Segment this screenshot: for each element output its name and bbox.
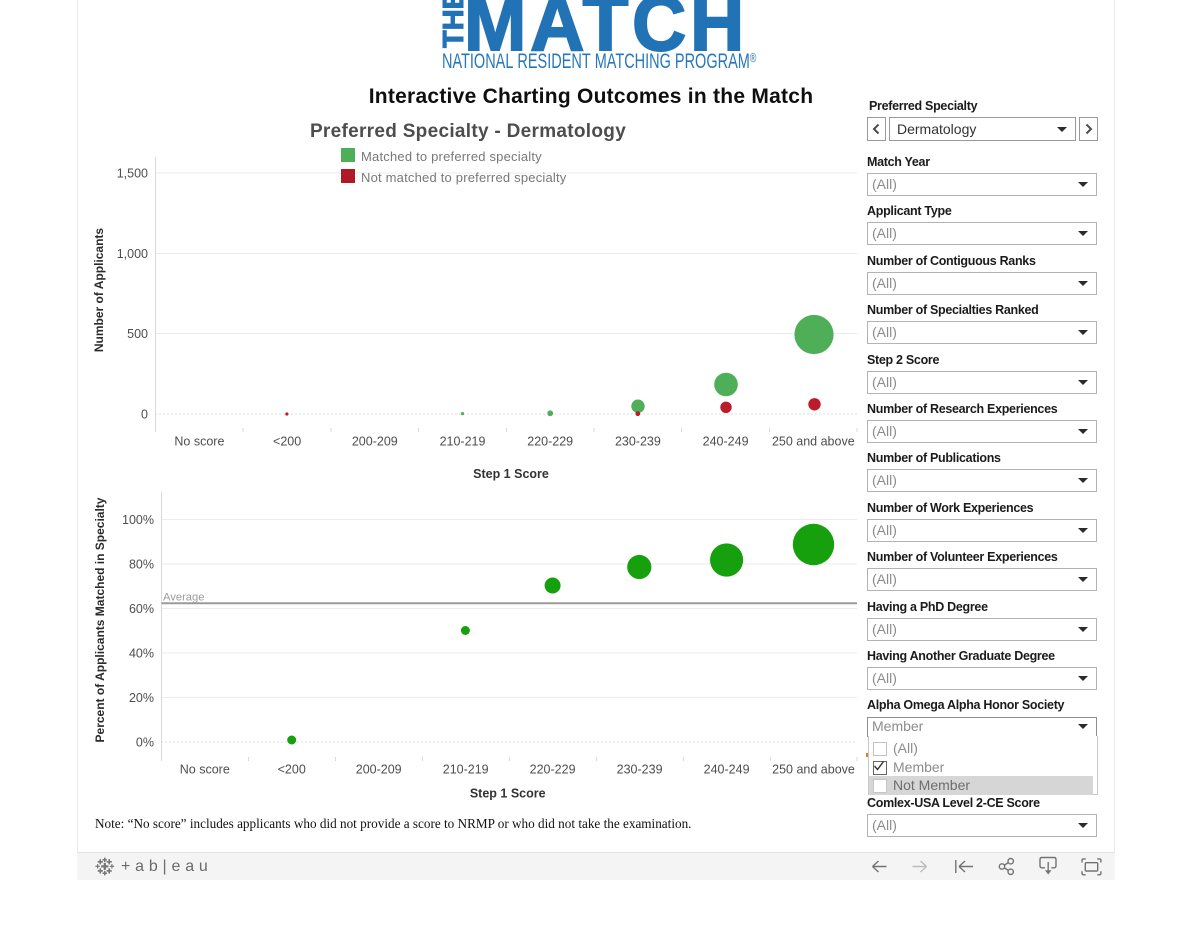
svg-text:230-239: 230-239 [615,435,661,449]
svg-text:Step 1 Score: Step 1 Score [470,787,546,801]
svg-text:240-249: 240-249 [704,763,750,777]
svg-text:80%: 80% [129,558,154,572]
svg-text:60%: 60% [129,602,154,616]
svg-text:250 and above: 250 and above [772,435,855,449]
svg-text:No score: No score [174,435,224,449]
svg-text:220-229: 220-229 [527,435,573,449]
svg-text:500: 500 [127,327,148,341]
svg-text:20%: 20% [129,691,154,705]
svg-text:0: 0 [141,407,148,421]
svg-text:230-239: 230-239 [617,763,663,777]
svg-text:200-209: 200-209 [352,435,398,449]
svg-text:No score: No score [180,763,230,777]
svg-text:<200: <200 [278,763,306,777]
svg-text:Average: Average [163,592,204,604]
svg-text:210-219: 210-219 [443,763,489,777]
svg-text:40%: 40% [129,647,154,661]
svg-text:240-249: 240-249 [703,435,749,449]
svg-text:0%: 0% [136,736,154,750]
svg-text:200-209: 200-209 [356,763,402,777]
svg-text:100%: 100% [122,513,154,527]
svg-text:Step 1 Score: Step 1 Score [473,467,549,481]
svg-text:1,500: 1,500 [117,167,148,181]
svg-text:220-229: 220-229 [530,763,576,777]
svg-text:1,000: 1,000 [117,247,148,261]
svg-text:Number of Applicants: Number of Applicants [92,228,106,353]
svg-text:<200: <200 [273,435,301,449]
svg-text:Percent of Applicants Matched: Percent of Applicants Matched in Special… [93,497,107,742]
svg-text:210-219: 210-219 [440,435,486,449]
svg-text:250 and above: 250 and above [772,763,855,777]
